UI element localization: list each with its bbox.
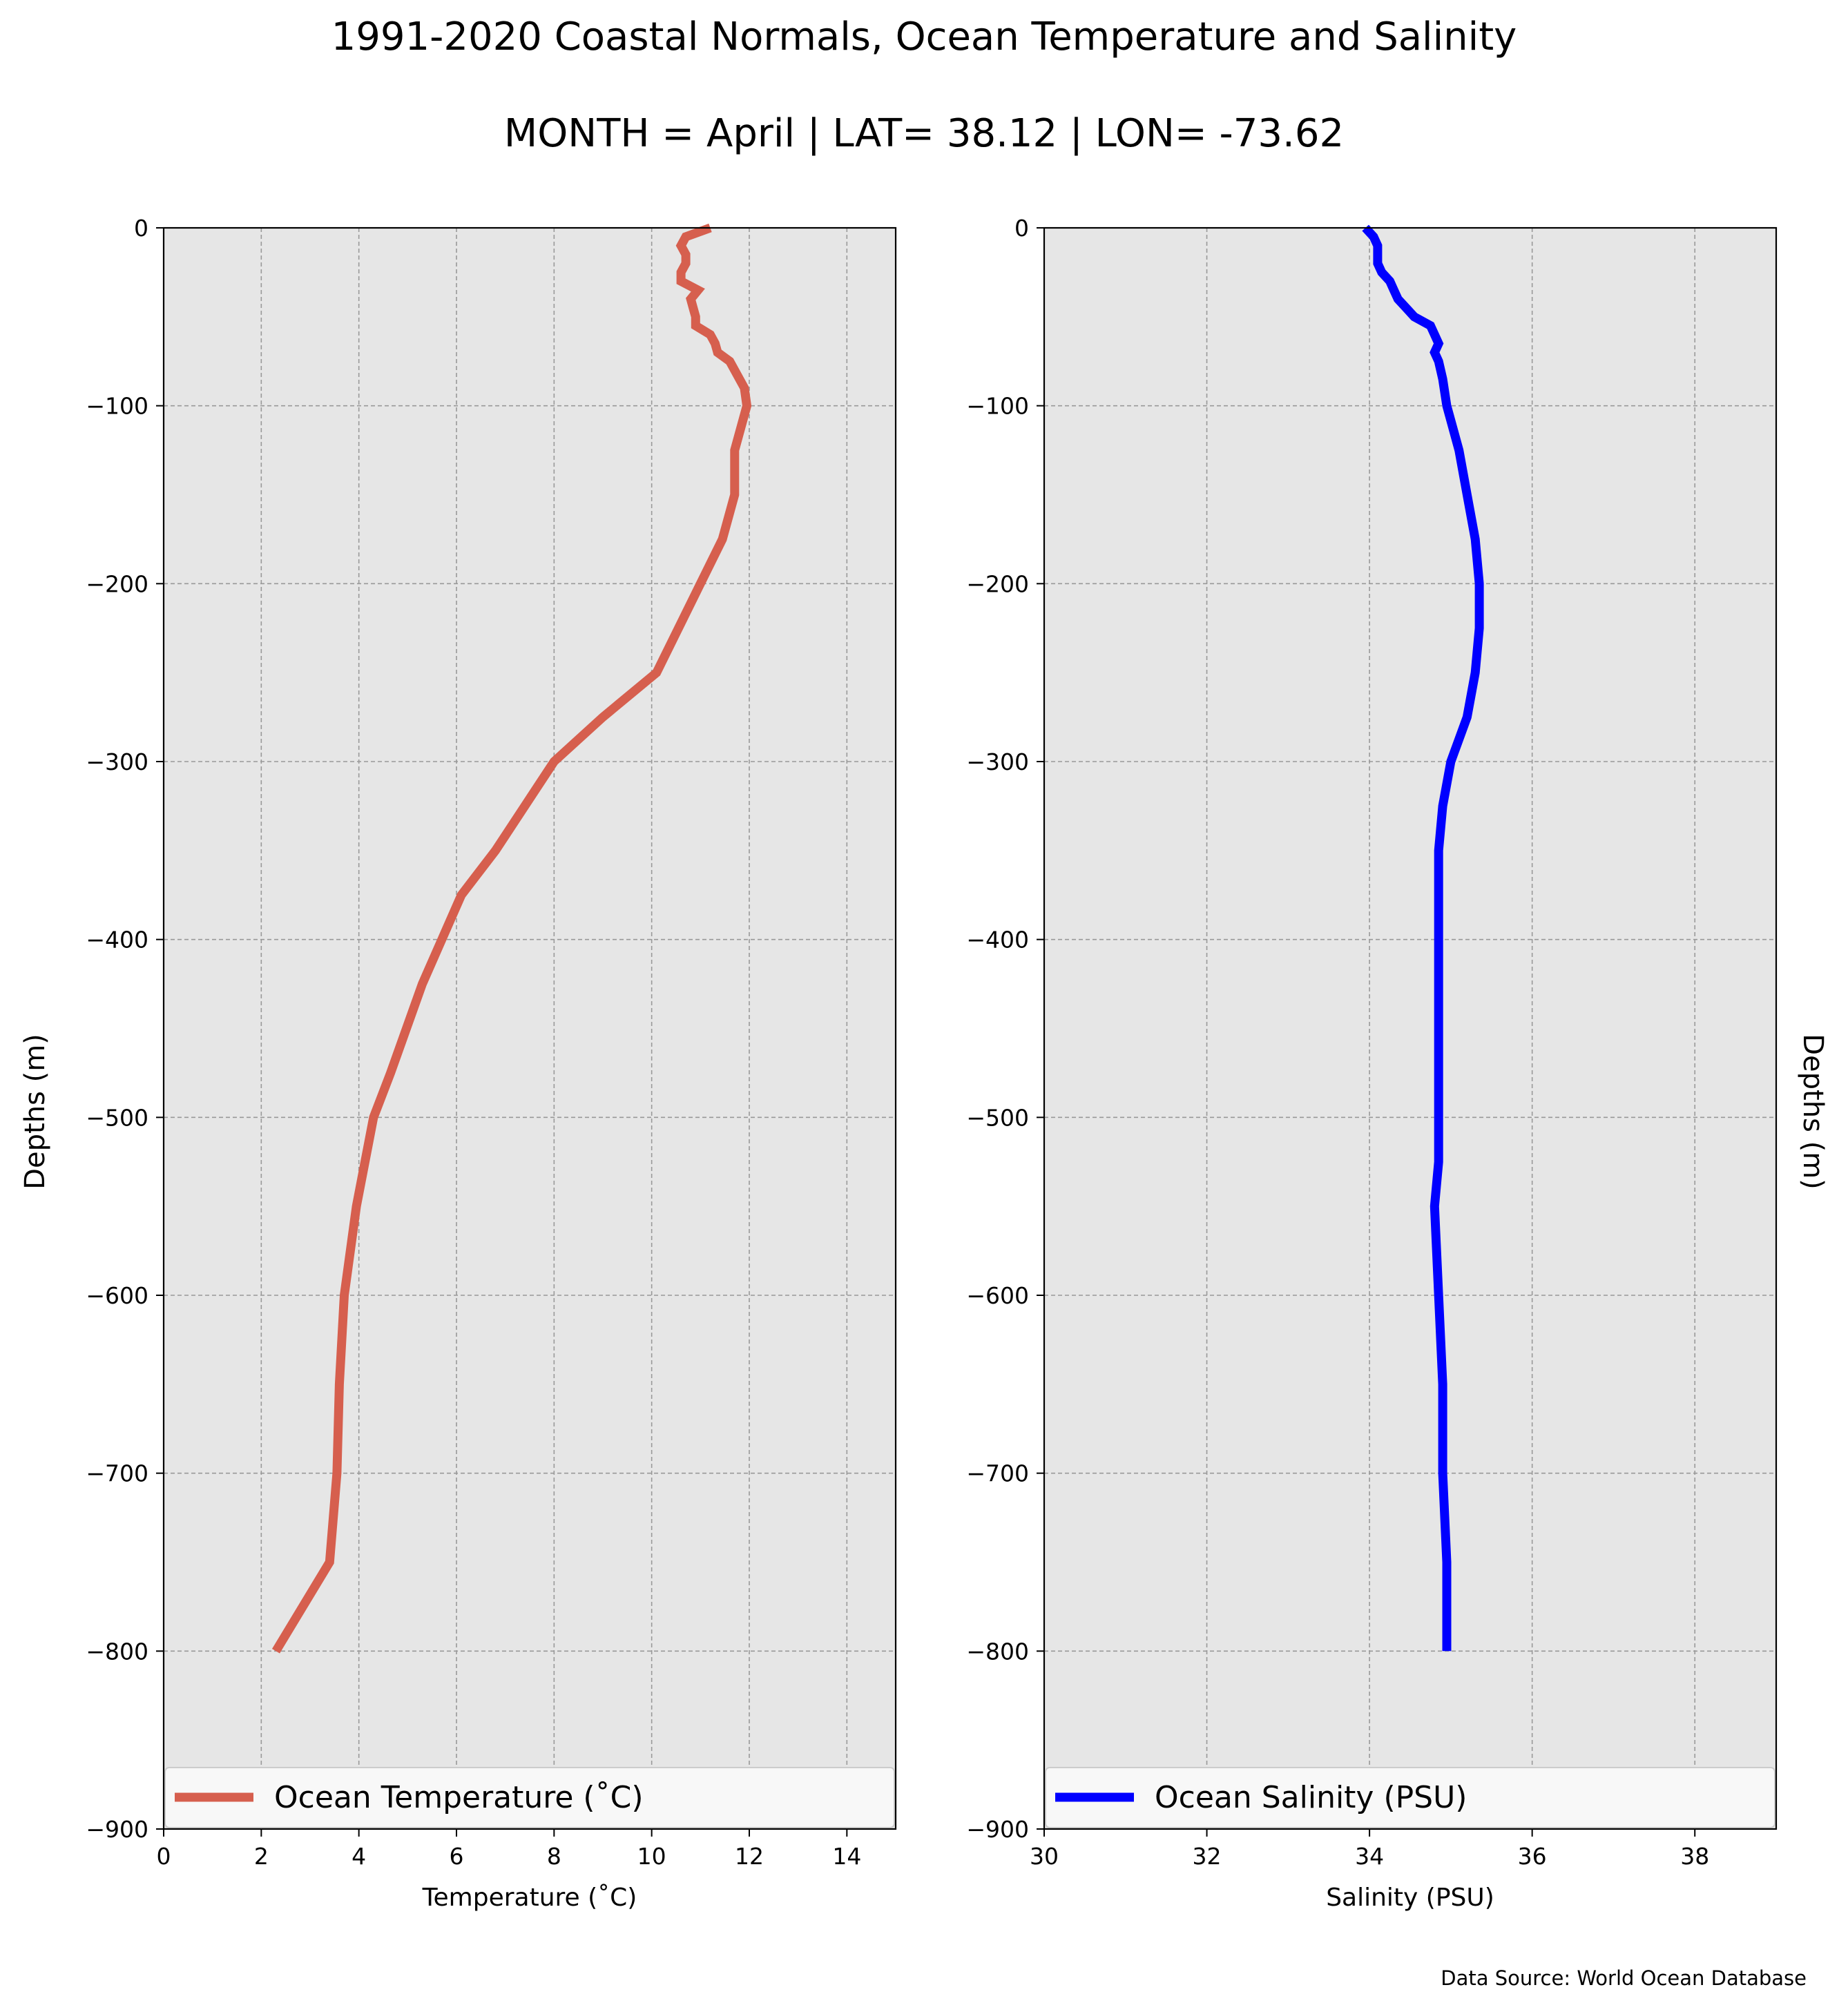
y-tick-label: −100 [966, 393, 1029, 420]
x-axis-label: Salinity (PSU) [1326, 1884, 1494, 1912]
y-tick-label: −500 [86, 1104, 148, 1131]
axes-frame [162, 226, 897, 1830]
series-line [271, 223, 752, 1654]
y-tick-label: 0 [1014, 215, 1029, 242]
y-tick-label: −300 [86, 748, 148, 775]
x-tick-label: 8 [547, 1843, 561, 1870]
y-tick-label: −800 [86, 1638, 148, 1665]
y-tick-label: −200 [86, 570, 148, 597]
x-axis-label: Temperature (˚C) [422, 1884, 637, 1912]
y-tick-label: −200 [966, 570, 1029, 597]
y-tick-label: −900 [966, 1816, 1029, 1843]
legend-box [1045, 1767, 1775, 1828]
y-tick-label: 0 [134, 215, 148, 242]
x-tick-label: 10 [637, 1843, 666, 1870]
x-tick-label: 38 [1680, 1843, 1709, 1870]
x-tick-label: 6 [450, 1843, 464, 1870]
x-tick-label: 32 [1193, 1843, 1222, 1870]
y-tick-label: −700 [86, 1460, 148, 1487]
figure-subtitle: MONTH = April | LAT= 38.12 | LON= -73.62 [504, 111, 1344, 156]
y-tick-label: −600 [966, 1282, 1029, 1309]
data-source-note: Data Source: World Ocean Database [1441, 1966, 1807, 1990]
y-tick-label: −600 [86, 1282, 148, 1309]
y-tick-label: −300 [966, 748, 1029, 775]
left-ylabel: Depths (m) [19, 1034, 51, 1190]
x-tick-label: 12 [735, 1843, 764, 1870]
y-tick-label: −800 [966, 1638, 1029, 1665]
y-tick-label: −400 [966, 927, 1029, 954]
x-tick-label: 36 [1518, 1843, 1547, 1870]
legend-label: Ocean Temperature (˚C) [274, 1780, 644, 1815]
figure-title: 1991-2020 Coastal Normals, Ocean Tempera… [331, 14, 1517, 59]
y-tick-label: −900 [86, 1816, 148, 1843]
y-tick-label: −400 [86, 927, 148, 954]
plot-area [164, 228, 896, 1829]
x-tick-label: 4 [352, 1843, 366, 1870]
right-ylabel: Depths (m) [1797, 1034, 1829, 1190]
legend-label: Ocean Salinity (PSU) [1155, 1780, 1467, 1815]
y-tick-label: −100 [86, 393, 148, 420]
series-line [1362, 224, 1484, 1652]
y-tick-label: −700 [966, 1460, 1029, 1487]
x-tick-label: 14 [832, 1843, 861, 1870]
salinity-panel: Ocean Salinity (PSU) 30 32 34 36 38 0 −100 −200 −… [966, 215, 1778, 1912]
x-tick-label: 2 [254, 1843, 269, 1870]
plot-area [1044, 228, 1776, 1829]
y-tick-label: −500 [966, 1104, 1029, 1131]
x-tick-label: 0 [157, 1843, 171, 1870]
legend-box [164, 1767, 895, 1828]
axes-frame [1043, 226, 1778, 1830]
x-tick-label: 34 [1355, 1843, 1384, 1870]
temperature-panel: Ocean Temperature (˚C) 0 2 4 6 8 10 12 14 0 −100 −2… [86, 215, 897, 1912]
x-tick-label: 30 [1030, 1843, 1059, 1870]
legend: Ocean Temperature (˚C) [164, 1767, 895, 1828]
legend: Ocean Salinity (PSU) [1045, 1767, 1775, 1828]
